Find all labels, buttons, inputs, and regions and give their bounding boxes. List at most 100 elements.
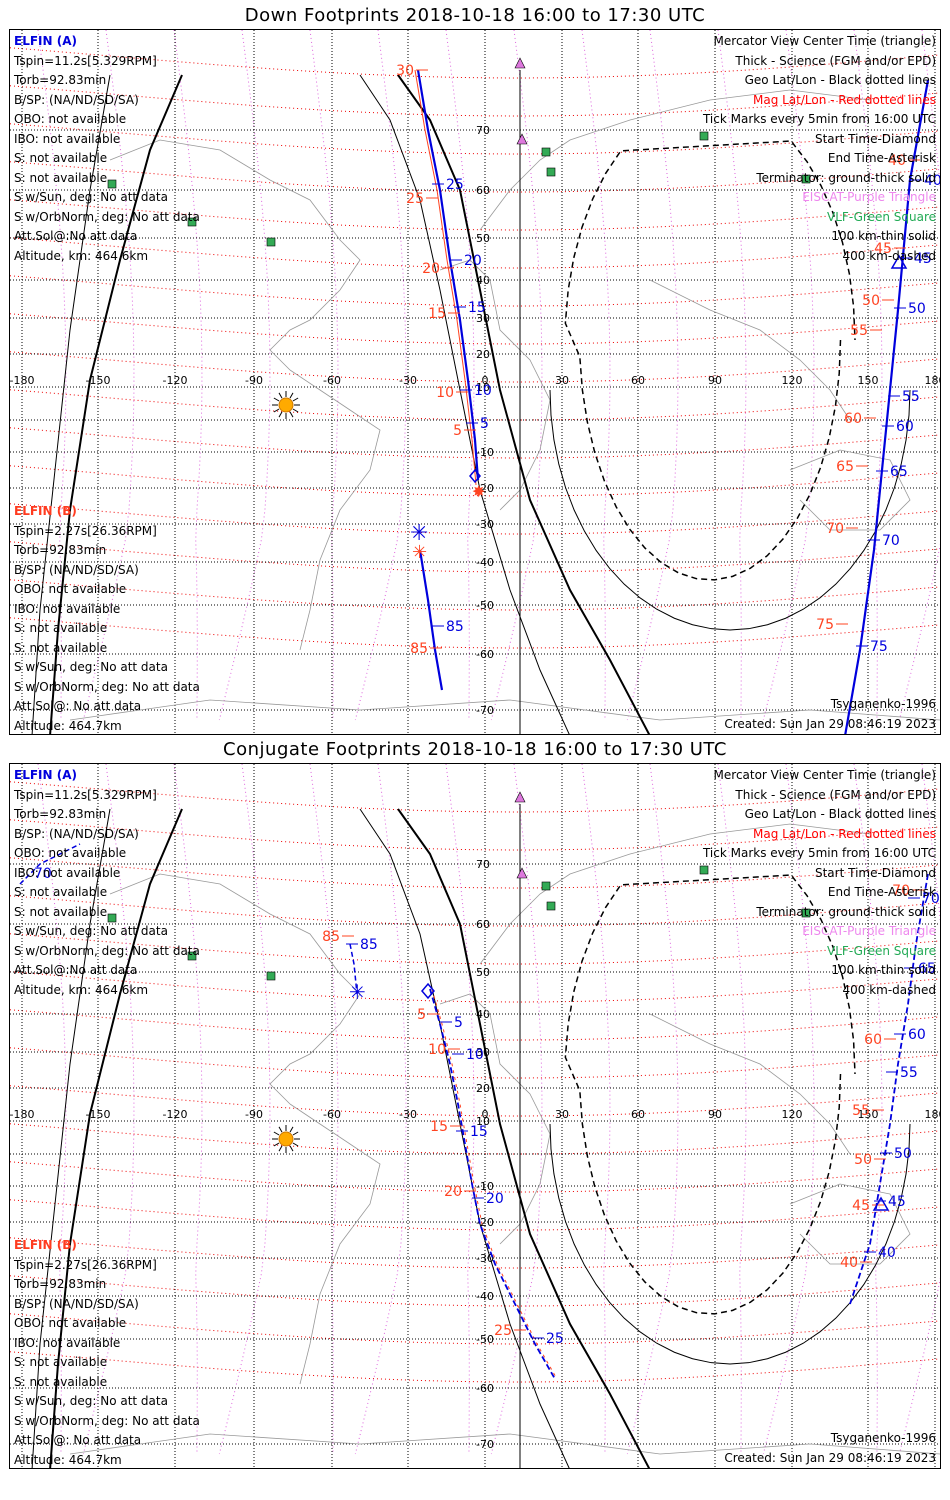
mag-lat-line [10,161,940,193]
start-marker: ✸ [472,482,485,501]
elfin-b-line: Altitude: 464.7km [14,1452,122,1467]
elfin-a-track [429,988,556,1380]
elfin-a-info: ELFIN (A) Tspin=11.2s[5.329RPM] Torb=92.… [14,32,200,266]
elfin-b-line: Att.Sol@: No att data [14,699,142,713]
legend-line: Terminator: ground-thick solid [756,904,936,919]
vlf-square [187,217,197,227]
mag-lon-line [309,30,339,721]
elfin-b-label: 85 [410,641,428,657]
elfin-a-line: S: not available [14,170,108,185]
center-triangle [890,254,908,269]
vlf-square [541,881,551,891]
elfin-a-label: 85 [446,619,464,635]
lon-label: 180 [925,374,942,387]
elfin-a-track [349,943,358,995]
sun-ray [292,408,299,413]
eiscat-triangle [514,791,526,803]
elfin-a-label: 70 [922,891,940,907]
elfin-b-line: S: not available [14,621,108,635]
lon-label: -120 [163,1108,188,1121]
elfin-b-label: 5 [453,423,462,439]
sun-ray [278,1126,283,1133]
lon-label: 0 [482,1108,489,1121]
map-canvas: -180 -150 -120 -90 -60 -30 0 30 60 90 120 150 180 70 6… [10,30,942,734]
elfin-b-label: 45 [874,241,892,257]
legend-line: VLF-Green Square [827,943,936,958]
terminator-100km [359,74,570,734]
lon-label: 150 [858,374,879,387]
elfin-a-line: S: not available [14,904,108,919]
elfin-b-header: ELFIN (B) [14,1238,77,1252]
elfin-a-label: 70 [882,533,900,549]
lat-label: 10 [476,1115,490,1128]
sun-ray [273,1131,280,1136]
mag-lat-line [10,1237,940,1269]
legend-line: Thick - Science (FGM and/or EPD) [735,53,936,68]
elfin-b-line: Tspin=2.27s[26.36RPM] [14,1257,157,1272]
elfin-a-line: S: not available [14,885,108,899]
mag-lat-line [10,465,940,497]
mag-lat-line [10,1275,940,1307]
elfin-b-line: S: not available [14,1374,108,1389]
mag-lat-line [10,857,940,889]
elfin-a-label: 45 [888,1194,906,1210]
sun-ray [278,1145,283,1152]
center-triangle [872,1196,890,1211]
legend-line: Mag Lat/Lon - Red dotted lines [752,92,936,107]
mag-lat-line [10,1123,940,1155]
elfin-b-label: 50 [854,1152,872,1168]
elfin-b-line: S w/OrbNorm, deg: No att data [14,1413,200,1428]
elfin-a-label: 15 [470,1124,488,1140]
vlf-square [107,913,117,923]
sun-ray [278,411,283,418]
elfin-a-label: 20 [486,1191,504,1207]
coastline [649,1013,851,1155]
elfin-b-line: OBO: not available [14,582,127,596]
elfin-a-label: 10 [474,383,492,399]
sun-ray [278,392,283,399]
lon-label: -90 [245,1108,263,1121]
elfin-b-label: 15 [430,1119,448,1135]
elfin-a-label: 40 [924,173,941,189]
elfin-a-line: Tspin=11.2s[5.329RPM] [14,53,157,68]
terminator-line [49,74,183,734]
terminator-line [397,74,651,734]
elfin-a-line: Altitude, km: 464.6km [14,982,149,997]
elfin-a-line: S w/OrbNorm, deg: No att data [14,943,200,958]
vlf-square [541,147,551,157]
mag-lat-line [10,1085,940,1117]
elfin-a-line: S w/Sun, deg: No att data [14,924,168,938]
mag-lat-line [10,617,940,649]
coastline [69,1433,940,1455]
elfin-b-label: 5 [417,1007,426,1023]
mag-lat-line [10,389,940,421]
coastline [649,279,851,421]
elfin-b-line: Tspin=2.27s[26.36RPM] [14,523,157,538]
mag-lat-line [10,1313,940,1345]
mag-lon-line [717,30,747,721]
terminator-100km [31,808,111,1468]
elfin-b-label: 25 [406,191,424,207]
lon-label: -180 [10,374,34,387]
elfin-b-line: OBO: not available [14,1316,127,1330]
mag-lat-line [10,895,940,927]
mag-lat-line [10,579,940,611]
vlf-square [546,167,556,177]
legend-line: Tick Marks every 5min from 16:00 UTC [702,112,936,126]
mag-lon-line [445,764,475,1455]
mag-lat-line [10,351,940,383]
mag-lat-line [10,1047,940,1079]
vlf-square [546,901,556,911]
elfin-b-label: 55 [850,323,868,339]
legend-line: Tick Marks every 5min from 16:00 UTC [702,846,936,860]
legend-line: Start Time-Diamond [814,131,936,146]
coastline [439,993,551,1245]
elfin-a-label: 55 [902,389,920,405]
eiscat-triangle [516,867,528,879]
lat-label: -70 [476,1438,494,1451]
mag-lat-line [10,1009,940,1041]
sun-ray [289,1126,294,1133]
lat-label: 20 [476,348,490,361]
elfin-a-label: 50 [894,1146,912,1162]
elfin-a-label: 40 [878,1245,896,1261]
